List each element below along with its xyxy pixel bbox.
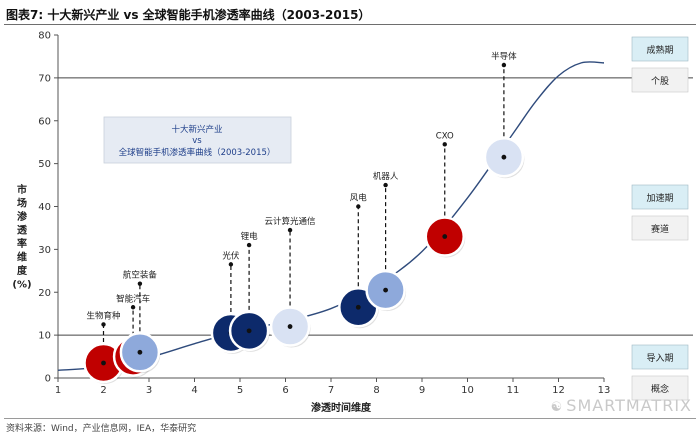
x-tick-label: 3 — [146, 385, 152, 396]
x-tick-label: 13 — [598, 385, 611, 396]
stage-subtitle: 个股 — [651, 76, 669, 87]
industry-label: CXO — [436, 131, 454, 141]
industry-label: 生物育种 — [86, 310, 120, 321]
label-marker — [356, 204, 361, 209]
x-tick-label: 8 — [373, 385, 379, 396]
y-axis-label-char: 度 — [17, 264, 28, 277]
label-marker — [442, 142, 447, 147]
y-axis-label-char: 维 — [17, 251, 27, 264]
stage-subtitle-box — [631, 375, 689, 401]
industry-label: 锂电 — [241, 231, 259, 242]
stage-subtitle-box — [631, 67, 689, 93]
stage-title-box — [631, 184, 689, 210]
label-marker — [501, 62, 507, 68]
annotation-line-2: vs — [192, 136, 202, 146]
industry-label: 光伏 — [222, 250, 240, 261]
label-marker — [228, 262, 234, 267]
y-tick-label: 0 — [45, 374, 51, 385]
stage-title: 导入期 — [646, 353, 673, 364]
x-tick-label: 11 — [507, 385, 520, 396]
watermark-text: SMARTMATRIX — [566, 396, 692, 415]
x-tick-label: 12 — [552, 385, 565, 396]
point-marker — [101, 360, 106, 366]
y-axis-label-char: 透 — [17, 224, 28, 237]
point-marker — [501, 154, 507, 160]
title-divider — [4, 24, 696, 25]
y-axis-label-char: 市 — [17, 183, 27, 196]
x-tick-label: 9 — [419, 385, 425, 396]
stage-title: 加速期 — [646, 193, 673, 204]
stage-title-box — [631, 344, 689, 370]
point-marker — [137, 349, 143, 355]
x-tick-label: 1 — [55, 385, 61, 396]
y-tick-label: 70 — [38, 73, 51, 84]
point-marker — [246, 328, 252, 334]
point-marker — [442, 234, 448, 239]
stage-subtitle-box — [631, 215, 689, 241]
industry-label: 半导体 — [491, 51, 517, 62]
label-marker — [101, 322, 106, 327]
stage-title-box — [631, 36, 689, 62]
y-tick-label: 20 — [38, 288, 51, 299]
industry-label: 云计算光通信 — [265, 216, 317, 227]
annotation-line-3: 全球智能手机渗透率曲线（2003-2015） — [119, 147, 276, 158]
chart-title: 图表7: 十大新兴产业 vs 全球智能手机渗透率曲线（2003-2015） — [6, 8, 371, 22]
industry-label: 智能汽车 — [116, 293, 150, 304]
industry-label: 风电 — [350, 193, 368, 204]
point-marker — [355, 304, 361, 310]
y-axis-label-char: (%) — [12, 280, 31, 291]
y-tick-label: 30 — [38, 245, 51, 256]
point-marker — [383, 287, 388, 293]
label-marker — [246, 242, 252, 248]
label-marker — [130, 305, 136, 310]
point-marker — [287, 324, 293, 329]
y-tick-label: 40 — [38, 202, 51, 213]
y-tick-label: 80 — [38, 31, 51, 42]
x-tick-label: 6 — [282, 385, 288, 396]
stage-title: 成熟期 — [646, 44, 673, 56]
stage-subtitle: 概念 — [651, 383, 669, 395]
wechat-icon: ☯ — [550, 400, 564, 415]
x-axis-label: 渗透时间维度 — [311, 401, 372, 414]
y-tick-label: 50 — [38, 159, 51, 170]
x-tick-label: 10 — [461, 385, 474, 396]
annotation-box — [103, 116, 292, 164]
industry-label: 航空装备 — [123, 270, 158, 281]
x-tick-label: 4 — [191, 385, 197, 396]
y-axis-label-char: 场 — [17, 197, 27, 210]
x-tick-label: 7 — [328, 385, 334, 396]
y-tick-label: 60 — [38, 116, 51, 127]
y-axis-label-char: 渗 — [17, 210, 28, 223]
label-marker — [383, 182, 388, 188]
x-tick-label: 5 — [237, 385, 243, 396]
source-note: 资料来源：Wind，产业信息网，IEA，华泰研究 — [6, 424, 197, 434]
y-axis-label-char: 率 — [17, 237, 27, 250]
annotation-line-1: 十大新兴产业 — [171, 124, 222, 135]
y-tick-label: 10 — [38, 331, 51, 342]
label-marker — [287, 227, 293, 233]
label-marker — [137, 281, 143, 286]
footer-divider — [4, 418, 696, 419]
x-tick-label: 2 — [100, 385, 106, 396]
watermark: ☯ SMARTMATRIX — [551, 396, 692, 415]
stage-subtitle: 赛道 — [651, 223, 669, 235]
industry-label: 机器人 — [373, 171, 399, 182]
